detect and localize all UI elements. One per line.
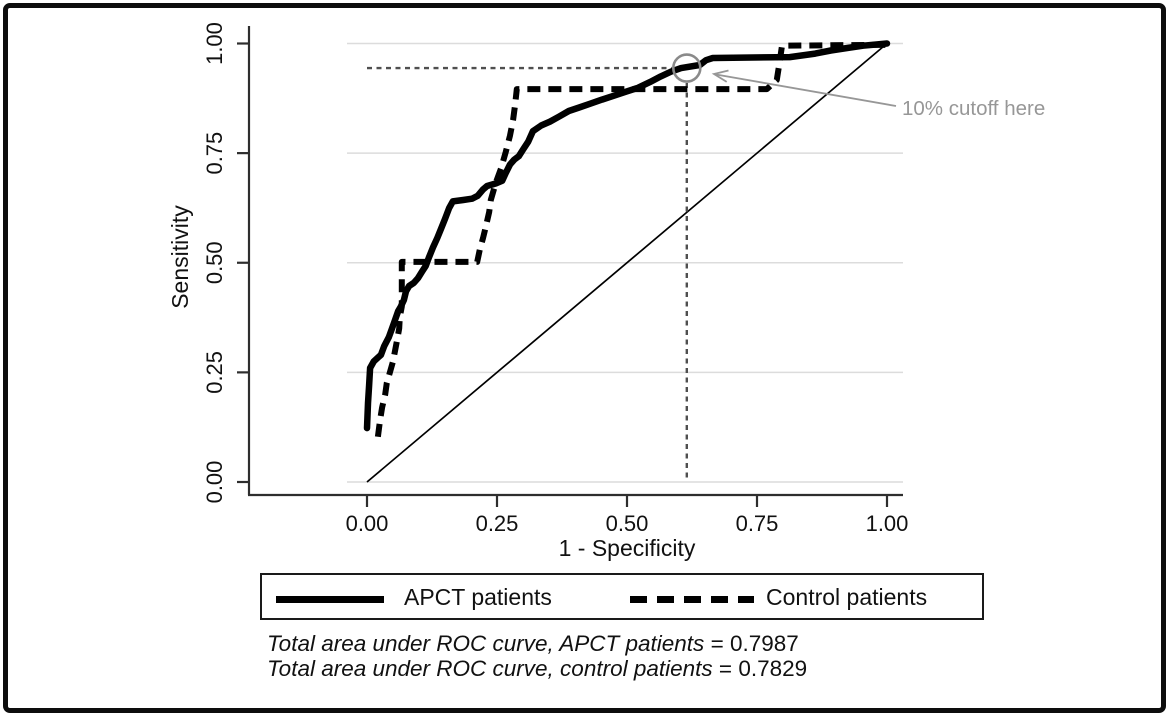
x-tick-label: 0.75 xyxy=(736,511,779,536)
auc-line-apct: Total area under ROC curve, APCT patient… xyxy=(267,631,799,656)
legend-label-apct: APCT patients xyxy=(404,584,552,610)
y-tick-label: 0.50 xyxy=(202,241,227,284)
legend-solid-line-sample xyxy=(276,596,384,603)
y-axis-title: Sensitivity xyxy=(167,205,193,309)
legend-box: APCT patients Control patients xyxy=(260,573,984,620)
annotation-cutoff-text: 10% cutoff here xyxy=(902,97,1045,120)
legend-dashed-line-sample xyxy=(630,596,754,603)
y-tick-label: 0.75 xyxy=(202,132,227,175)
y-tick-label: 1.00 xyxy=(202,22,227,65)
x-tick-label: 1.00 xyxy=(866,511,909,536)
y-tick-label: 0.00 xyxy=(202,461,227,504)
x-tick-label: 0.00 xyxy=(346,511,389,536)
auc-line-control: Total area under ROC curve, control pati… xyxy=(267,656,808,681)
annotation-arrowhead xyxy=(711,69,729,83)
annotation-arrow-line xyxy=(715,73,897,107)
apct-patients-curve xyxy=(363,40,891,432)
legend-label-control: Control patients xyxy=(766,584,928,610)
auc-note: Total area under ROC curve, APCT patient… xyxy=(267,631,807,681)
y-tick-label: 0.25 xyxy=(202,351,227,394)
x-tick-label: 0.50 xyxy=(606,511,649,536)
x-tick-label: 0.25 xyxy=(476,511,519,536)
control-patients-curve xyxy=(374,41,888,438)
x-axis-title: 1 - Specificity xyxy=(559,535,696,561)
cutoff-circle-marker xyxy=(671,53,702,83)
reference-diagonal-line xyxy=(366,42,888,483)
